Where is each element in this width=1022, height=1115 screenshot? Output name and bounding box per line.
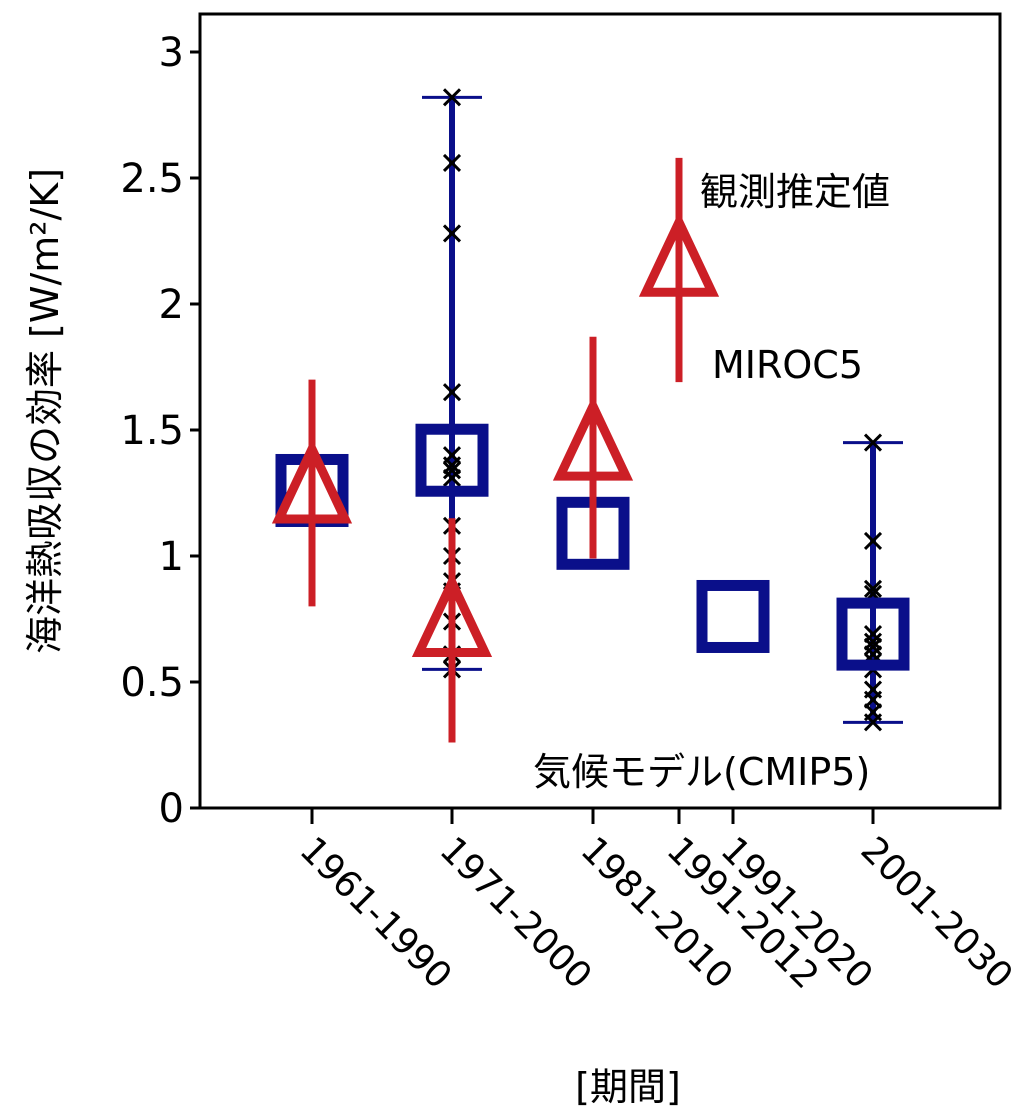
y-tick-label: 1.5	[120, 408, 184, 454]
model-member-cross	[442, 153, 462, 172]
obs-triangle	[411, 572, 493, 658]
annotation-cmip: 気候モデル(CMIP5)	[533, 750, 870, 794]
model-member-cross	[442, 461, 462, 480]
model-member-cross	[863, 625, 883, 644]
model-member-cross	[863, 531, 883, 550]
y-tick-label: 3	[159, 30, 184, 76]
y-tick-label: 2.5	[120, 156, 184, 202]
chart-marks	[271, 88, 910, 743]
obs-triangle	[638, 211, 720, 297]
model-member-cross	[863, 632, 883, 651]
model-member-cross	[442, 446, 462, 465]
annotation-miroc: MIROC5	[712, 343, 863, 387]
x-tick-label: 1971-2000	[432, 829, 600, 997]
miroc5-square	[836, 597, 910, 671]
y-axis-label: 海洋熱吸収の効率 [W/m²/K]	[23, 168, 67, 654]
y-tick-label: 0	[159, 786, 184, 832]
y-axis: 0 0.5 1 1.5 2 2.5 3	[120, 30, 200, 832]
model-member-cross	[442, 88, 462, 107]
miroc5-square	[696, 579, 770, 653]
miroc5-square	[415, 423, 489, 497]
obs-triangle	[552, 395, 634, 481]
model-member-cross	[863, 433, 883, 452]
x-axis-label: [期間]	[575, 1065, 681, 1109]
x-tick-label: 2001-2030	[853, 829, 1021, 997]
x-axis: 1961-19901971-20001981-20101991-20121991…	[292, 808, 1021, 997]
model-member-cross	[442, 383, 462, 402]
annotation-obs: 観測推定値	[700, 170, 890, 214]
y-tick-label: 2	[159, 282, 184, 328]
model-member-cross	[863, 680, 883, 699]
plot-frame	[198, 12, 1002, 810]
y-tick-label: 1	[159, 534, 184, 580]
model-member-cross	[863, 579, 883, 598]
model-member-cross	[442, 224, 462, 243]
obs-triangle	[271, 438, 353, 524]
y-tick-label: 0.5	[120, 660, 184, 706]
